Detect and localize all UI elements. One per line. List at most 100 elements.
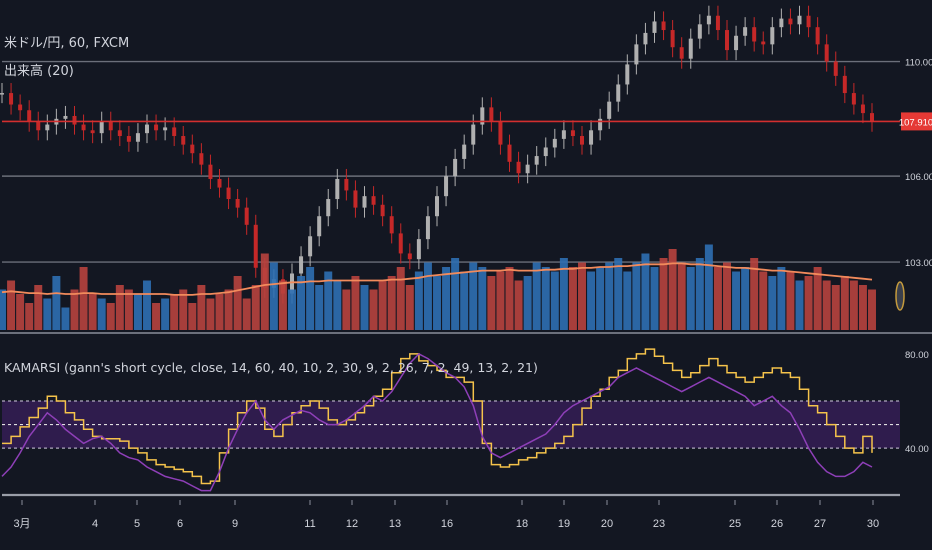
price-candle[interactable]: [199, 153, 204, 165]
volume-bar[interactable]: [868, 289, 876, 331]
volume-bar[interactable]: [88, 294, 97, 330]
price-candle[interactable]: [27, 110, 32, 122]
volume-bar[interactable]: [587, 271, 596, 331]
price-candle[interactable]: [670, 30, 675, 48]
volume-bar[interactable]: [713, 267, 722, 330]
price-candle[interactable]: [217, 178, 222, 188]
kama-line[interactable]: [2, 348, 873, 485]
price-candle[interactable]: [154, 124, 159, 131]
volume-bar[interactable]: [686, 267, 695, 330]
volume-bar[interactable]: [414, 271, 423, 331]
volume-bar[interactable]: [559, 258, 568, 330]
volume-bar[interactable]: [215, 294, 224, 330]
scale-handle-icon[interactable]: [895, 281, 905, 311]
price-candle[interactable]: [752, 27, 757, 42]
volume-bar[interactable]: [115, 285, 124, 330]
price-candle[interactable]: [643, 32, 648, 45]
volume-bar[interactable]: [152, 303, 161, 330]
price-candle[interactable]: [462, 144, 467, 159]
volume-bar[interactable]: [52, 276, 61, 330]
volume-bar[interactable]: [596, 267, 605, 330]
volume-bar[interactable]: [750, 258, 759, 330]
volume-bar[interactable]: [70, 289, 79, 331]
price-candle[interactable]: [163, 127, 168, 131]
price-candle[interactable]: [90, 130, 95, 134]
price-candle[interactable]: [81, 124, 86, 131]
volume-pane[interactable]: [0, 244, 905, 331]
price-candle[interactable]: [335, 178, 340, 200]
price-candle[interactable]: [72, 115, 77, 125]
price-candle[interactable]: [770, 27, 775, 45]
price-candle[interactable]: [172, 127, 177, 137]
volume-bar[interactable]: [333, 280, 342, 331]
price-candle[interactable]: [108, 121, 113, 131]
volume-bar[interactable]: [251, 285, 260, 330]
price-candle[interactable]: [525, 164, 530, 174]
price-candle[interactable]: [63, 115, 68, 119]
price-candle[interactable]: [416, 239, 421, 260]
price-candle[interactable]: [561, 130, 566, 139]
volume-bar[interactable]: [469, 262, 478, 331]
volume-bar[interactable]: [822, 280, 831, 331]
volume-bar[interactable]: [242, 298, 251, 331]
volume-bar[interactable]: [97, 298, 106, 331]
volume-bar[interactable]: [61, 307, 70, 331]
volume-bar[interactable]: [804, 276, 813, 330]
price-candle[interactable]: [471, 124, 476, 145]
volume-bar[interactable]: [514, 280, 523, 331]
volume-bar[interactable]: [849, 280, 858, 331]
volume-bar[interactable]: [315, 285, 324, 330]
price-candle[interactable]: [797, 15, 802, 25]
volume-bar[interactable]: [0, 289, 6, 331]
price-candle[interactable]: [625, 64, 630, 85]
volume-bar[interactable]: [532, 262, 541, 331]
volume-bar[interactable]: [161, 298, 170, 331]
volume-bar[interactable]: [16, 294, 25, 330]
volume-bar[interactable]: [233, 276, 242, 330]
price-candle[interactable]: [380, 204, 385, 217]
price-candle[interactable]: [99, 121, 104, 134]
volume-bar[interactable]: [478, 267, 487, 330]
price-candle[interactable]: [516, 161, 521, 174]
price-candle[interactable]: [806, 15, 811, 28]
price-candle[interactable]: [552, 138, 557, 148]
price-candle[interactable]: [570, 130, 575, 137]
price-candle[interactable]: [860, 104, 865, 114]
price-candle[interactable]: [842, 75, 847, 94]
volume-bar[interactable]: [324, 271, 333, 331]
volume-bar[interactable]: [405, 285, 414, 330]
price-candle[interactable]: [598, 118, 603, 131]
price-candle[interactable]: [870, 113, 874, 122]
volume-bar[interactable]: [777, 267, 786, 330]
price-candle[interactable]: [851, 93, 856, 105]
volume-bar[interactable]: [188, 303, 197, 330]
price-candle[interactable]: [697, 24, 702, 39]
price-candle[interactable]: [634, 44, 639, 65]
volume-bar[interactable]: [224, 289, 233, 331]
volume-bar[interactable]: [269, 262, 278, 331]
volume-bar[interactable]: [732, 271, 741, 331]
volume-bar[interactable]: [378, 280, 387, 331]
price-candle[interactable]: [824, 44, 829, 62]
volume-bar[interactable]: [342, 289, 351, 331]
indicator-title[interactable]: KAMARSI (gann's short cycle, close, 14, …: [4, 360, 538, 375]
price-candle[interactable]: [398, 233, 403, 254]
price-candle[interactable]: [715, 15, 720, 31]
volume-bar[interactable]: [523, 276, 532, 330]
volume-bar[interactable]: [260, 253, 269, 331]
price-candle[interactable]: [244, 207, 249, 225]
rsi-line[interactable]: [1, 352, 873, 492]
price-candle[interactable]: [425, 216, 430, 240]
price-candle[interactable]: [688, 38, 693, 59]
price-candle[interactable]: [761, 41, 766, 45]
price-candle[interactable]: [208, 164, 213, 179]
volume-bar[interactable]: [288, 289, 296, 331]
volume-bar[interactable]: [34, 285, 43, 330]
volume-bar[interactable]: [396, 267, 405, 330]
price-candle[interactable]: [507, 144, 512, 162]
price-candle[interactable]: [679, 47, 684, 59]
volume-bar[interactable]: [43, 298, 52, 331]
price-candle[interactable]: [435, 196, 439, 217]
volume-bar[interactable]: [179, 289, 188, 331]
volume-bar[interactable]: [79, 267, 88, 330]
